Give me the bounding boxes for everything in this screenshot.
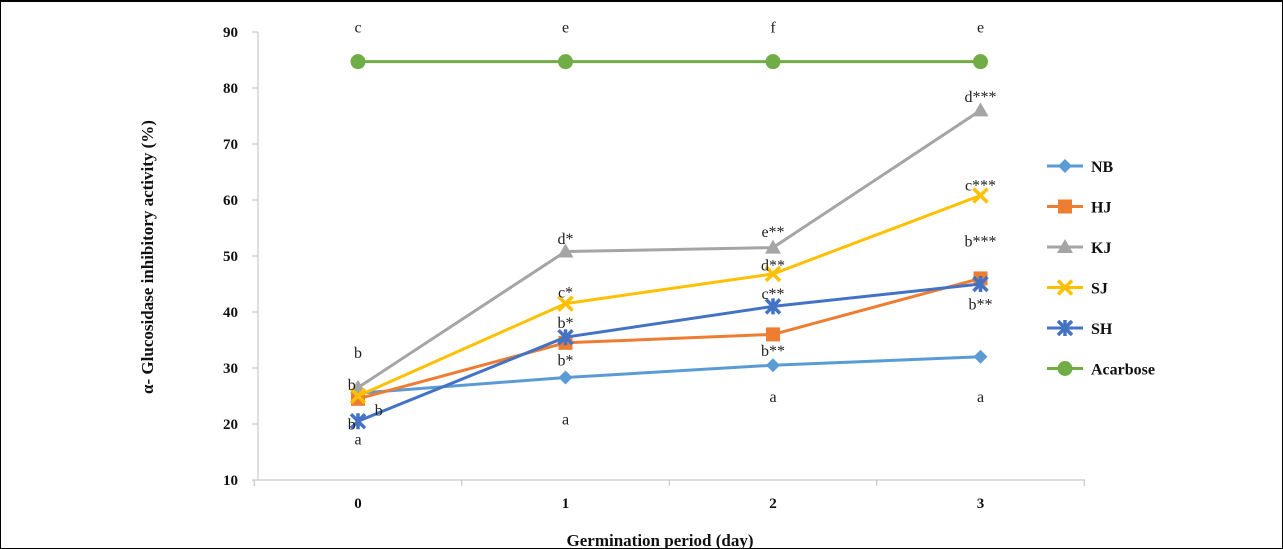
series-sh (349, 275, 989, 430)
series-lines (349, 54, 989, 430)
legend-marker-kj (1057, 239, 1073, 253)
data-point-kj (557, 243, 574, 258)
data-point-sj (557, 295, 574, 312)
data-point-sh (764, 298, 782, 315)
y-tick-label: 90 (223, 25, 238, 41)
annotation-label: d** (761, 258, 785, 275)
annotation-label: a (562, 412, 569, 429)
x-axis-ticks: 0 1 2 3 (253, 480, 1085, 512)
annotation-label: d* (558, 231, 574, 248)
y-tick-label: 50 (223, 249, 238, 265)
y-tick-label: 70 (223, 137, 238, 153)
annotation-label: b (354, 345, 362, 362)
data-point-nb (558, 370, 573, 385)
legend-item-nb: NB (1047, 159, 1114, 176)
series-line-sh (357, 282, 981, 423)
data-point-acarbose (765, 54, 781, 70)
x-tick-label: 3 (977, 496, 985, 512)
x-axis-title: Germination period (day) (567, 531, 754, 549)
annotation-label: c*** (965, 177, 996, 194)
annotation-label: b (348, 417, 356, 434)
annotation-label: c (354, 20, 361, 37)
annotation-label: b (375, 403, 383, 420)
annotation-label: b (348, 377, 356, 394)
legend: NB HJ KJ SJ SH Acarbose (1047, 159, 1155, 379)
y-tick-label: 10 (223, 473, 238, 489)
legend-marker-acarbose (1057, 361, 1073, 376)
annotation-label: a (769, 389, 776, 406)
x-tick-label: 1 (562, 496, 570, 512)
annotation-label: a (354, 432, 361, 449)
series-nb (351, 349, 988, 401)
legend-item-sh: SH (1047, 319, 1113, 338)
data-point-acarbose (973, 54, 988, 70)
legend-label: SH (1091, 321, 1113, 338)
annotation-label: b** (761, 343, 785, 360)
annotation-label: c* (558, 284, 573, 301)
series-line-hj (357, 276, 981, 401)
data-point-sh (349, 412, 367, 430)
annotation-label: e (562, 20, 569, 37)
legend-label: Acarbose (1091, 362, 1155, 379)
legend-marker-nb (1058, 159, 1072, 173)
legend-label: NB (1091, 159, 1114, 176)
annotation-label: b* (558, 315, 574, 332)
legend-item-hj: HJ (1047, 199, 1111, 217)
y-tick-label: 60 (223, 193, 238, 209)
legend-marker-sh (1056, 319, 1074, 337)
legend-item-acarbose: Acarbose (1047, 361, 1155, 379)
annotation-label: b* (558, 353, 574, 370)
series-line-sj (357, 194, 982, 398)
y-tick-label: 40 (223, 305, 238, 321)
data-point-acarbose (558, 54, 573, 70)
legend-label: SJ (1091, 281, 1108, 298)
y-tick-label: 80 (223, 81, 238, 97)
legend-label: HJ (1091, 200, 1111, 217)
annotation-label: c** (761, 286, 784, 303)
series-kj (350, 102, 989, 394)
legend-marker-sj (1056, 279, 1074, 296)
data-point-sh (972, 275, 989, 293)
data-point-sj (972, 187, 989, 204)
series-acarbose (350, 54, 988, 70)
x-tick-label: 2 (769, 496, 777, 512)
annotation-label: e (977, 20, 984, 37)
data-point-kj (972, 102, 989, 117)
data-point-hj (766, 327, 780, 342)
legend-item-sj: SJ (1047, 279, 1108, 298)
legend-label: KJ (1091, 240, 1111, 257)
legend-item-kj: KJ (1047, 239, 1111, 257)
legend-marker-hj (1058, 199, 1072, 214)
series-line-nb (357, 355, 981, 395)
annotation-label: d*** (965, 89, 997, 106)
y-tick-label: 20 (223, 417, 238, 433)
data-point-sh (557, 328, 574, 346)
data-point-sj (349, 387, 367, 405)
y-tick-label: 30 (223, 361, 238, 377)
data-point-sj (764, 265, 782, 283)
data-point-nb (766, 358, 780, 373)
y-axis-ticks: 10 20 30 40 50 60 70 80 90 (223, 25, 258, 489)
series-line-kj (357, 109, 982, 389)
annotation-label: a (977, 389, 984, 406)
annotation-label: b** (969, 297, 993, 314)
point-annotations: c e f e d*** c*** b*** b** a d* c* b* b* a e** d** c** b*… (348, 20, 997, 449)
data-point-acarbose (350, 54, 366, 70)
y-axis-title: α- Glucosidase inhibitory activity (%) (138, 120, 157, 394)
annotation-label: f (770, 20, 776, 37)
series-sj (349, 187, 989, 405)
x-tick-label: 0 (354, 496, 362, 512)
annotation-label: b*** (965, 233, 997, 250)
data-point-kj (765, 239, 781, 254)
data-point-nb (973, 349, 988, 364)
annotation-label: e** (761, 224, 784, 241)
